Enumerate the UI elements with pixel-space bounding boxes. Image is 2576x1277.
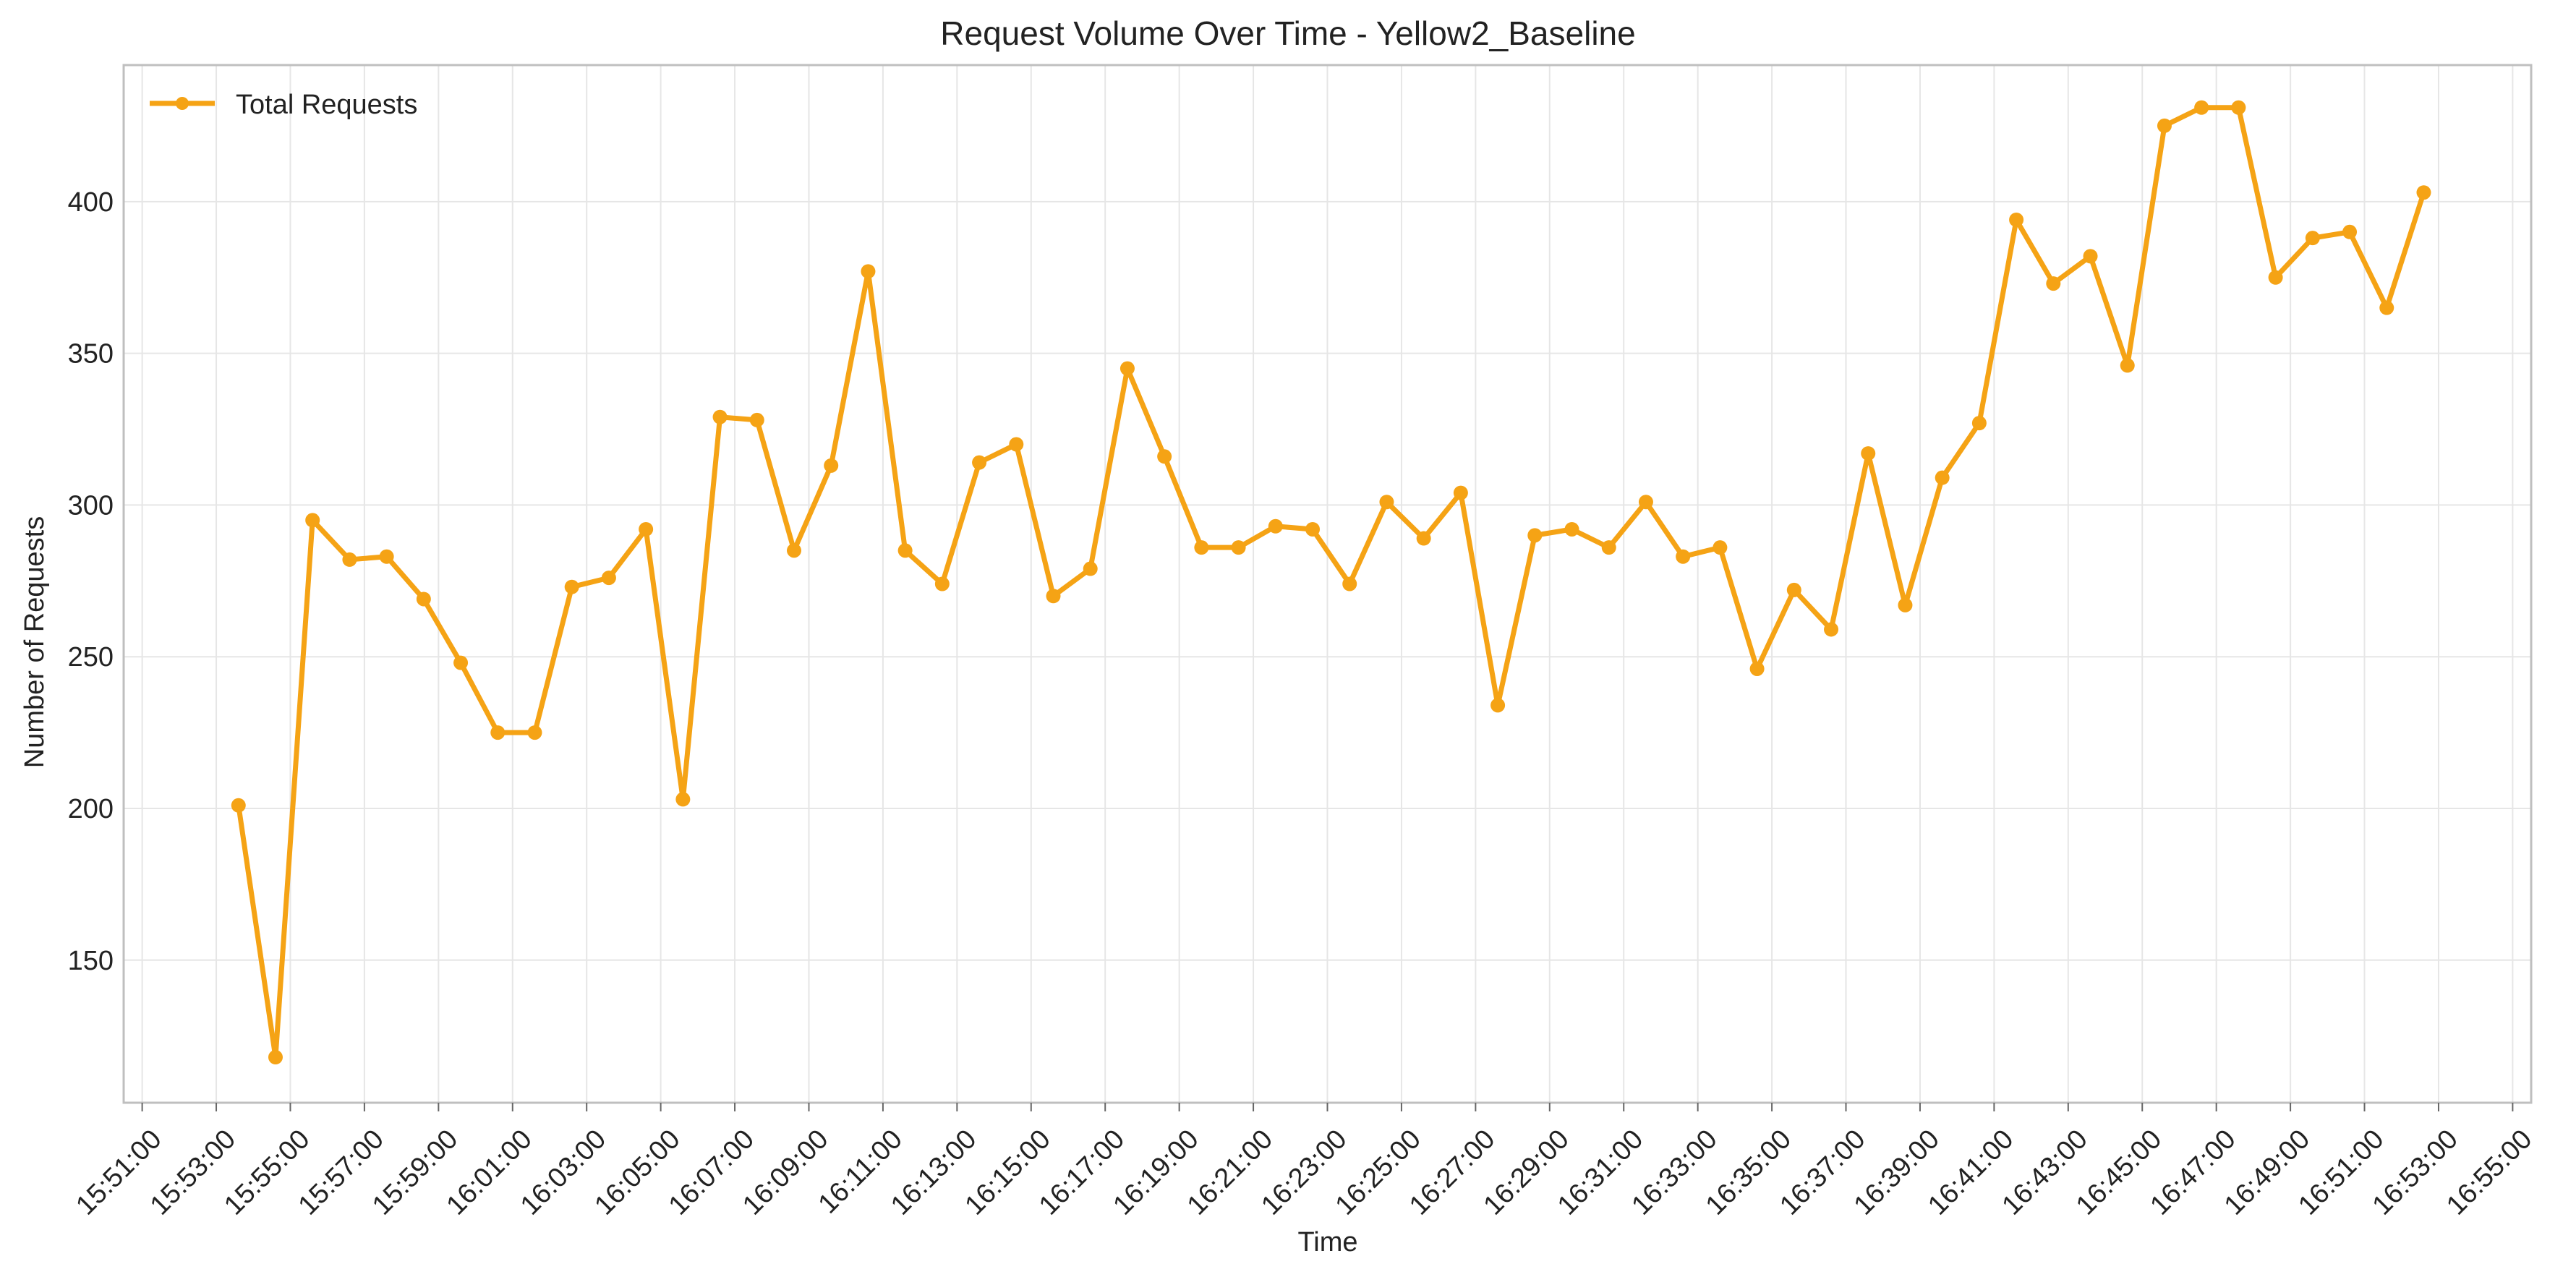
data-point [268, 1050, 283, 1065]
data-point [2194, 100, 2209, 115]
data-point [2157, 118, 2172, 133]
data-point [2120, 358, 2135, 373]
data-point [897, 543, 913, 558]
data-point [490, 725, 506, 740]
data-point [712, 409, 728, 424]
data-point [1453, 485, 1468, 500]
data-point [972, 455, 987, 470]
series-total-requests [231, 100, 2431, 1065]
data-point [1342, 576, 1357, 591]
data-point [1194, 540, 1209, 555]
data-point [2083, 249, 2098, 264]
data-point [824, 458, 839, 473]
data-point [1713, 540, 1728, 555]
data-point [1971, 416, 1987, 431]
y-axis-label: Number of Requests [20, 516, 50, 769]
data-point [934, 576, 950, 591]
data-point [2231, 100, 2246, 115]
data-point [1379, 495, 1394, 510]
data-point [1009, 437, 1024, 452]
y-tick-label: 200 [68, 794, 114, 824]
data-point [564, 579, 579, 594]
data-point [1268, 518, 1283, 534]
data-point [1157, 449, 1172, 464]
y-tick-label: 350 [68, 339, 114, 370]
data-point [1119, 361, 1135, 376]
data-point [1749, 661, 1765, 676]
legend: Total Requests [150, 90, 417, 120]
data-point [416, 591, 431, 607]
y-tick-label: 400 [68, 187, 114, 218]
data-point [861, 264, 876, 279]
data-point [601, 571, 616, 586]
data-point [2416, 185, 2431, 200]
data-point [1786, 582, 1801, 597]
y-axis-ticks: 150 200 250 300 350 400 [68, 187, 114, 976]
legend-marker [176, 97, 189, 110]
data-point [453, 655, 469, 670]
data-point [342, 552, 357, 567]
data-point [2305, 231, 2320, 246]
data-point [1527, 528, 1543, 543]
data-point [1305, 521, 1321, 537]
data-point [675, 792, 691, 807]
data-point [1231, 540, 1246, 555]
data-point [1601, 540, 1616, 555]
legend-entry-total-requests: Total Requests [236, 90, 417, 120]
data-point [2268, 270, 2283, 285]
data-point [1898, 597, 1913, 612]
data-point [1564, 521, 1579, 537]
x-axis-label: Time [1297, 1227, 1357, 1257]
data-point [2379, 300, 2394, 315]
data-point [2046, 276, 2061, 291]
y-tick-label: 150 [68, 946, 114, 976]
y-tick-label: 250 [68, 642, 114, 672]
data-point [1083, 561, 1098, 576]
data-point [527, 725, 542, 740]
data-point [2009, 212, 2024, 227]
data-point [1490, 698, 1506, 713]
chart-title: Request Volume Over Time - Yellow2_Basel… [940, 14, 1635, 52]
data-point [379, 549, 394, 564]
y-tick-label: 300 [68, 490, 114, 521]
data-point [1824, 622, 1839, 637]
data-point [1046, 589, 1061, 604]
data-point [1676, 549, 1691, 564]
data-point [749, 412, 764, 427]
data-point [2342, 224, 2358, 239]
data-point [639, 521, 654, 537]
data-point [1638, 495, 1653, 510]
data-point [1416, 531, 1431, 546]
data-point [305, 513, 320, 528]
data-point [1935, 470, 1950, 485]
data-point [1861, 446, 1876, 461]
data-point [786, 543, 801, 558]
data-point [231, 798, 246, 813]
